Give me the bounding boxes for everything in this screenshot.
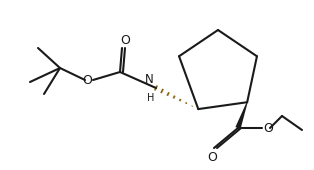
Polygon shape [236,102,248,129]
Text: O: O [263,122,273,134]
Text: O: O [120,34,130,47]
Text: H: H [147,93,154,103]
Text: N: N [145,73,154,86]
Text: O: O [82,74,92,88]
Text: O: O [207,151,217,164]
